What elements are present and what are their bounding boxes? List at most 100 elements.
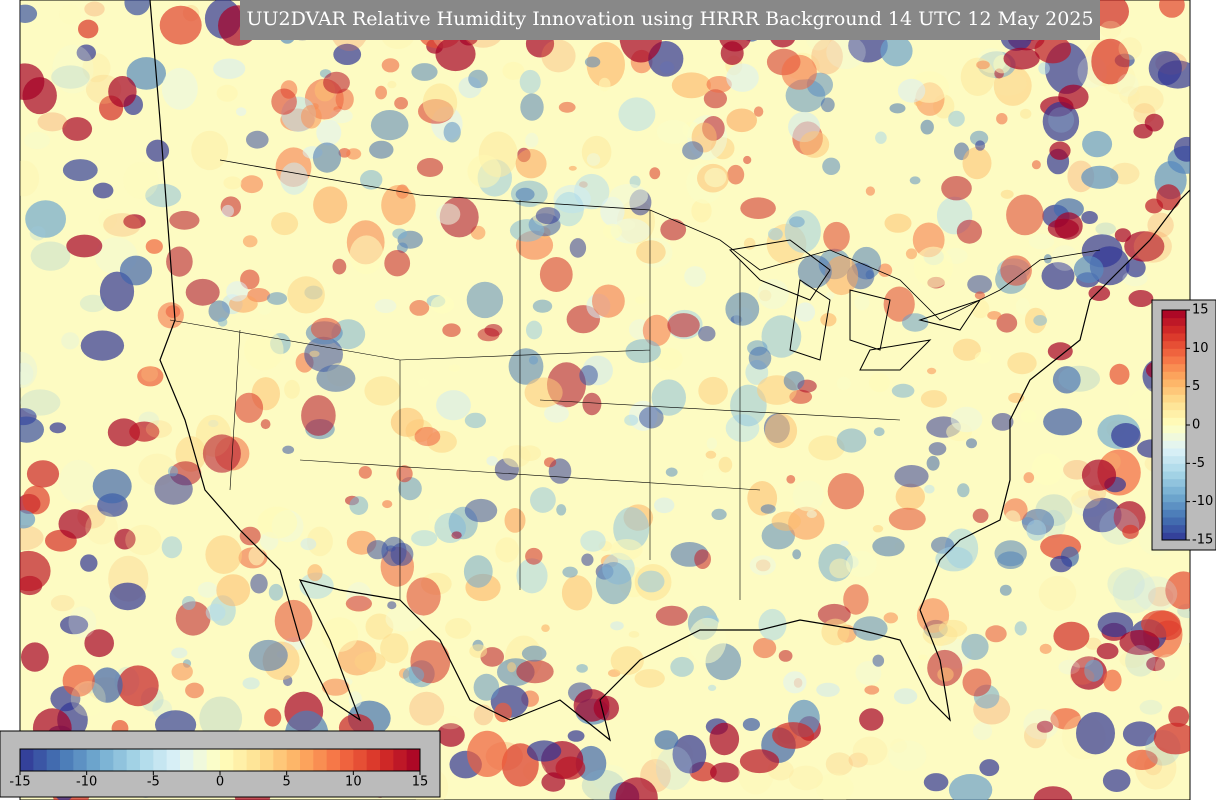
innovation-blob	[792, 549, 802, 560]
innovation-blob	[872, 525, 884, 533]
innovation-blob	[586, 153, 601, 166]
innovation-blob	[561, 575, 593, 611]
innovation-blob	[1023, 472, 1035, 484]
innovation-blob	[1058, 659, 1080, 675]
colorbar-tick-label: -15	[9, 775, 30, 790]
innovation-blob	[1000, 189, 1014, 199]
innovation-blob	[524, 377, 563, 408]
innovation-blob	[1122, 721, 1157, 747]
innovation-blob	[966, 438, 977, 449]
innovation-blob	[443, 121, 461, 143]
colorbar-cell	[246, 749, 261, 771]
innovation-blob	[582, 392, 602, 416]
innovation-blob	[976, 60, 990, 70]
innovation-blob	[792, 480, 824, 512]
innovation-blob	[161, 536, 183, 559]
colorbar-cell	[1162, 402, 1186, 411]
innovation-blob	[484, 324, 503, 337]
innovation-blob	[1153, 722, 1190, 755]
innovation-blob	[416, 158, 444, 177]
innovation-blob	[1035, 494, 1073, 527]
colorbar-cell	[393, 749, 408, 771]
innovation-blob	[307, 564, 323, 582]
innovation-blob	[618, 97, 656, 132]
innovation-blob	[628, 631, 640, 638]
innovation-blob	[185, 278, 220, 306]
innovation-blob	[313, 186, 348, 224]
innovation-blob	[234, 392, 264, 423]
innovation-blob	[878, 263, 893, 277]
colorbar-cell	[1162, 486, 1186, 495]
colorbar-cell	[126, 749, 141, 771]
innovation-blob	[304, 336, 343, 372]
innovation-blob	[539, 257, 573, 292]
innovation-blob	[349, 235, 384, 275]
innovation-blob	[894, 465, 929, 488]
colorbar-tick-label: -15	[1192, 533, 1213, 548]
innovation-blob	[897, 78, 926, 103]
colorbar-cell	[100, 749, 114, 771]
innovation-blob	[154, 473, 193, 505]
innovation-blob	[243, 329, 284, 371]
colorbar-tick-label: 0	[216, 775, 224, 790]
border	[219, 159, 1101, 321]
innovation-blob	[51, 65, 90, 89]
innovation-blob	[1146, 656, 1165, 672]
innovation-blob	[778, 650, 793, 662]
innovation-blob	[598, 77, 611, 92]
innovation-blob	[820, 313, 837, 327]
innovation-blob	[157, 302, 184, 329]
colorbar-cell	[33, 749, 48, 771]
innovation-blob	[579, 365, 598, 386]
innovation-blob	[494, 702, 512, 723]
colorbar-tick-label: -10	[1192, 494, 1213, 509]
innovation-blob	[848, 752, 868, 768]
innovation-blob	[80, 554, 98, 572]
innovation-blob	[1033, 315, 1048, 326]
innovation-blob	[581, 553, 594, 566]
innovation-blob	[586, 41, 625, 88]
innovation-blob	[382, 500, 393, 509]
innovation-blob	[62, 117, 93, 141]
innovation-blob	[883, 286, 915, 322]
colorbar-cell	[340, 749, 354, 771]
innovation-blob	[171, 647, 188, 659]
innovation-blob	[137, 366, 164, 387]
innovation-blob	[316, 364, 356, 392]
colorbar-cell	[1162, 532, 1186, 541]
innovation-blob	[710, 762, 740, 783]
innovation-blob	[1004, 510, 1021, 528]
innovation-blob	[20, 4, 38, 23]
innovation-blob	[20, 389, 61, 416]
innovation-blob	[266, 292, 288, 305]
innovation-blob	[20, 525, 44, 551]
innovation-blob	[1043, 408, 1083, 436]
innovation-blob	[999, 584, 1012, 596]
innovation-blob	[688, 617, 727, 664]
innovation-blob	[691, 199, 712, 223]
innovation-blob	[1023, 709, 1059, 740]
innovation-blob	[1117, 73, 1139, 97]
innovation-blob	[216, 574, 251, 607]
innovation-blob	[592, 284, 625, 318]
innovation-blob	[808, 435, 845, 461]
innovation-blob	[875, 131, 887, 144]
innovation-blob	[726, 108, 757, 133]
innovation-blob	[1139, 699, 1163, 715]
innovation-blob	[556, 504, 567, 516]
innovation-blob	[795, 302, 816, 322]
innovation-blob	[694, 549, 711, 569]
innovation-blob	[991, 413, 1014, 431]
innovation-blob	[825, 752, 853, 776]
innovation-blob	[937, 667, 954, 682]
innovation-blob	[961, 633, 989, 661]
colorbar-cell	[1162, 325, 1186, 334]
innovation-blob	[260, 419, 271, 430]
innovation-blob	[836, 376, 851, 390]
innovation-blob	[558, 101, 576, 113]
innovation-blob	[726, 63, 759, 92]
innovation-blob	[467, 730, 508, 778]
colorbar-cell	[180, 749, 194, 771]
innovation-blob	[61, 332, 80, 350]
innovation-blob	[573, 689, 610, 722]
